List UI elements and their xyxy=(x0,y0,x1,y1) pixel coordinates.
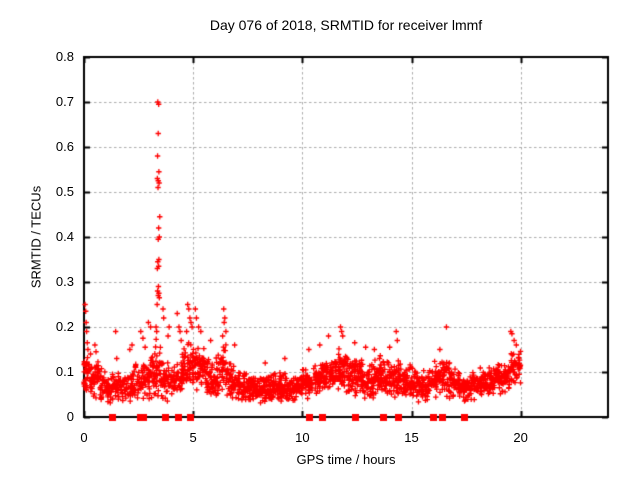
chart-title: Day 076 of 2018, SRMTID for receiver lmm… xyxy=(209,17,483,33)
x-tick-label: 20 xyxy=(513,430,528,445)
x-tick-label: 0 xyxy=(80,430,88,445)
y-tick-label: 0.2 xyxy=(55,319,74,334)
x-tick-label: 15 xyxy=(404,430,419,445)
y-tick-label: 0 xyxy=(66,409,74,424)
x-tick-label: 10 xyxy=(295,430,310,445)
x-axis-label: GPS time / hours xyxy=(296,452,396,467)
y-tick-label: 0.4 xyxy=(55,229,74,244)
y-tick-label: 0.5 xyxy=(55,184,74,199)
y-tick-label: 0.3 xyxy=(55,274,74,289)
y-tick-label: 0.1 xyxy=(55,364,74,379)
y-tick-label: 0.8 xyxy=(55,49,74,64)
y-tick-label: 0.7 xyxy=(55,94,74,109)
x-tick-label: 5 xyxy=(189,430,197,445)
y-tick-label: 0.6 xyxy=(55,139,74,154)
